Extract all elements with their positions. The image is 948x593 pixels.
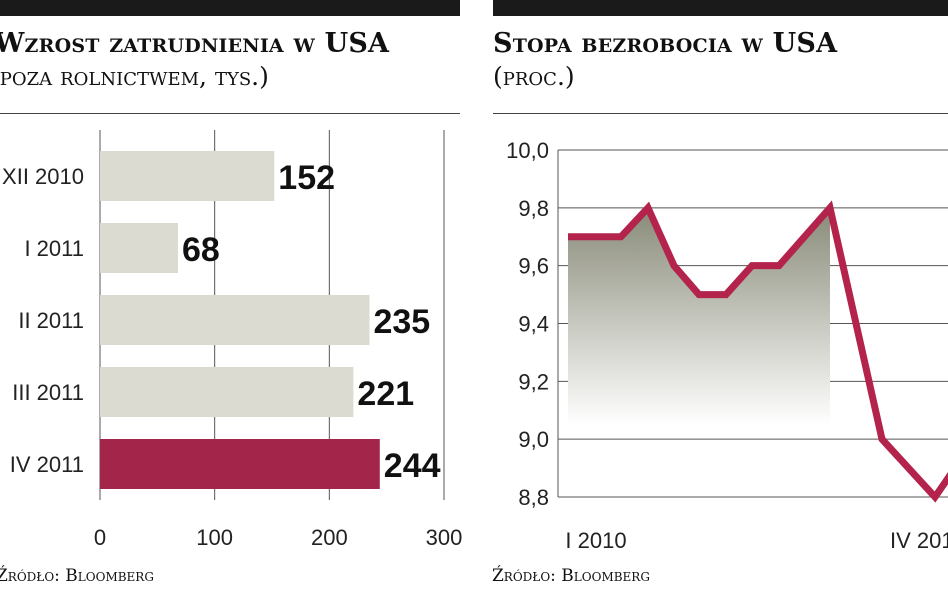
right-source-note: Źródło: Bloomberg <box>492 566 650 586</box>
bar-value-label: 221 <box>357 375 414 413</box>
left-chart-title: Wzrost zatrudnienia w USA <box>0 28 390 59</box>
x-tick-label: 0 <box>94 525 106 550</box>
category-label: I 2011 <box>24 236 84 261</box>
bar <box>100 223 178 273</box>
y-tick-label: 10,0 <box>506 138 549 163</box>
category-label: III 2011 <box>12 380 84 405</box>
y-tick-label: 9,8 <box>518 196 549 221</box>
left-title-rule <box>0 113 460 114</box>
y-tick-label: 9,4 <box>518 312 549 337</box>
x-tick-label: 100 <box>196 525 233 550</box>
bar-value-label: 244 <box>384 447 441 485</box>
area-fill <box>568 207 830 425</box>
category-label: XII 2010 <box>2 164 84 189</box>
y-tick-label: 9,6 <box>518 254 549 279</box>
left-chart-subtitle: (poza rolnictwem, tys.) <box>0 62 269 91</box>
bar-value-label: 235 <box>373 303 430 341</box>
x-tick-label: 200 <box>311 525 348 550</box>
bar-value-label: 152 <box>278 159 335 197</box>
right-title-rule <box>493 113 948 114</box>
category-label: IV 2011 <box>10 452 84 477</box>
right-chart-title: Stopa bezrobocia w USA <box>493 28 838 59</box>
y-tick-label: 9,2 <box>518 369 549 394</box>
x-tick-label: IV 2011 <box>890 528 948 553</box>
bar <box>100 295 370 345</box>
x-tick-label: 300 <box>426 525 463 550</box>
left-panel-top-bar <box>0 0 460 16</box>
right-panel-top-bar <box>493 0 948 16</box>
bar-value-label: 68 <box>182 231 220 269</box>
bar <box>100 367 354 417</box>
y-tick-label: 8,8 <box>518 485 549 510</box>
unemployment-line <box>568 200 948 503</box>
bar <box>100 439 380 489</box>
left-source-note: Źródło: Bloomberg <box>0 566 154 586</box>
bar <box>100 151 275 201</box>
x-tick-label: I 2010 <box>565 528 626 553</box>
y-tick-label: 9,0 <box>518 427 549 452</box>
right-chart-subtitle: (proc.) <box>493 62 575 91</box>
category-label: II 2011 <box>18 308 84 333</box>
